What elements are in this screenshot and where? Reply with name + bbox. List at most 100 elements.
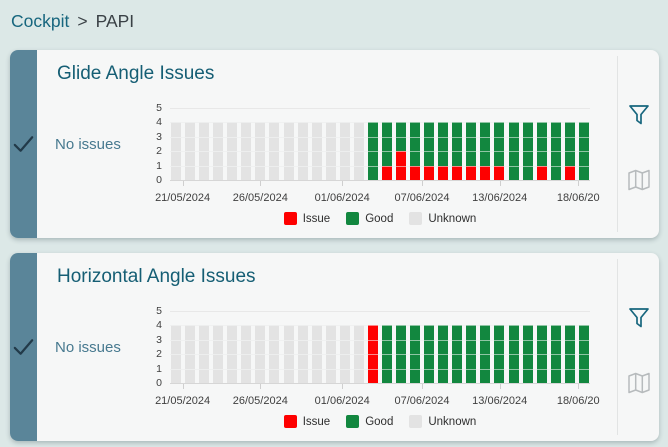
bar[interactable] (199, 311, 210, 383)
legend-label: Issue (302, 212, 331, 225)
bar[interactable] (410, 108, 421, 180)
y-axis-label: 2 (156, 145, 162, 158)
bar[interactable] (508, 108, 519, 180)
bar[interactable] (522, 311, 533, 383)
breadcrumb-link-cockpit[interactable]: Cockpit (11, 11, 70, 31)
legend-swatch-good (346, 212, 360, 225)
bar[interactable] (550, 108, 561, 180)
bar[interactable] (269, 311, 280, 383)
bar[interactable] (381, 311, 392, 383)
y-axis-label: 0 (156, 377, 162, 389)
legend-swatch-unknown (409, 212, 423, 225)
bar[interactable] (494, 311, 505, 383)
bar[interactable] (185, 108, 196, 180)
bar[interactable] (171, 311, 181, 383)
bar-segment-issue (564, 165, 575, 180)
map-icon[interactable] (627, 371, 651, 395)
bar[interactable] (424, 108, 435, 180)
bar[interactable] (452, 311, 463, 383)
bar[interactable] (522, 108, 533, 180)
card-icon-rail (617, 56, 659, 232)
bar[interactable] (381, 108, 392, 180)
bar[interactable] (466, 311, 477, 383)
bar[interactable] (213, 108, 224, 180)
map-icon[interactable] (627, 168, 651, 192)
bar[interactable] (508, 311, 519, 383)
x-axis-tick (260, 384, 262, 389)
bar[interactable] (396, 311, 406, 383)
bar-segment-unknown (171, 122, 181, 180)
bar[interactable] (578, 311, 589, 383)
check-icon (13, 136, 34, 152)
bar[interactable] (452, 108, 463, 180)
bar[interactable] (410, 311, 421, 383)
y-axis-label: 3 (156, 130, 162, 143)
bar[interactable] (424, 311, 435, 383)
bar[interactable] (339, 311, 350, 383)
bar[interactable] (311, 311, 322, 383)
legend-swatch-issue (283, 415, 297, 428)
bar-segment-unknown (297, 122, 308, 180)
bar-segment-issue (396, 151, 406, 180)
bar[interactable] (255, 311, 266, 383)
bar[interactable] (438, 108, 449, 180)
bar[interactable] (269, 108, 280, 180)
bar[interactable] (283, 108, 294, 180)
x-axis-label: 21/05/2024 (155, 395, 211, 407)
filter-icon[interactable] (627, 306, 651, 330)
status-text: No issues (55, 136, 121, 153)
bar-segment-issue (536, 165, 547, 180)
bar[interactable] (227, 311, 238, 383)
bar[interactable] (297, 108, 308, 180)
breadcrumb-current-papi: PAPI (95, 11, 135, 31)
bar[interactable] (213, 311, 224, 383)
bar[interactable] (353, 311, 364, 383)
bar-segment-unknown (241, 122, 252, 180)
bar[interactable] (185, 311, 196, 383)
bar-segment-good (564, 325, 575, 383)
bar[interactable] (227, 108, 238, 180)
bar[interactable] (466, 108, 477, 180)
bar-segment-good (410, 122, 421, 166)
x-axis-label: 13/06/2024 (472, 192, 528, 204)
bar[interactable] (199, 108, 210, 180)
bar[interactable] (283, 311, 294, 383)
bar-segment-unknown (325, 325, 336, 383)
bar[interactable] (255, 108, 266, 180)
bar-segment-unknown (185, 325, 196, 383)
bar[interactable] (353, 108, 364, 180)
bar[interactable] (325, 311, 336, 383)
x-axis-label: 26/05/2024 (232, 395, 288, 407)
bar[interactable] (564, 108, 575, 180)
bar[interactable] (339, 108, 350, 180)
bar[interactable] (367, 108, 378, 180)
bar[interactable] (536, 311, 547, 383)
bar[interactable] (480, 108, 491, 180)
filter-icon[interactable] (627, 103, 651, 127)
bar[interactable] (494, 108, 505, 180)
bar-segment-unknown (283, 325, 294, 383)
bar[interactable] (536, 108, 547, 180)
bar-segment-unknown (199, 122, 210, 180)
bar-segment-good (367, 122, 378, 180)
bar-segment-unknown (353, 325, 364, 383)
bar-segment-issue (367, 325, 378, 383)
bar[interactable] (480, 311, 491, 383)
bar[interactable] (438, 311, 449, 383)
bar[interactable] (367, 311, 378, 383)
bar[interactable] (550, 311, 561, 383)
bar[interactable] (578, 108, 589, 180)
legend-item-issue: Issue (283, 212, 331, 225)
bar-segment-unknown (283, 122, 294, 180)
bar[interactable] (241, 108, 252, 180)
bar[interactable] (564, 311, 575, 383)
bar[interactable] (297, 311, 308, 383)
bar[interactable] (241, 311, 252, 383)
bar[interactable] (171, 108, 181, 180)
bar[interactable] (396, 108, 406, 180)
bar[interactable] (325, 108, 336, 180)
bar[interactable] (311, 108, 322, 180)
bar-segment-good (424, 325, 435, 383)
